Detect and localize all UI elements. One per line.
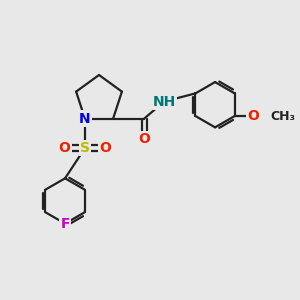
Text: O: O xyxy=(58,141,70,155)
Text: S: S xyxy=(80,141,90,155)
Text: O: O xyxy=(138,132,150,146)
Text: O: O xyxy=(99,141,111,155)
Text: F: F xyxy=(60,217,70,231)
Text: CH₃: CH₃ xyxy=(270,110,295,122)
Text: O: O xyxy=(247,109,259,123)
Text: NH: NH xyxy=(152,94,176,109)
Text: N: N xyxy=(79,112,91,125)
